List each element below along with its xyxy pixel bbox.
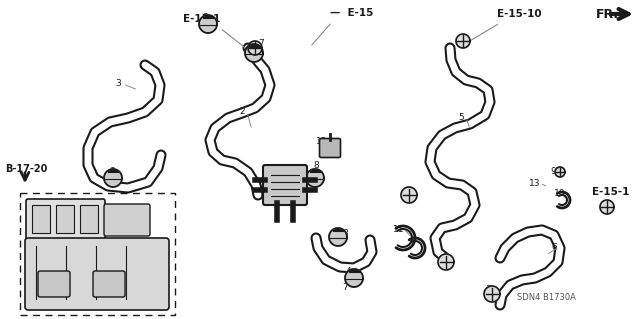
Text: 8: 8 xyxy=(109,167,115,176)
Polygon shape xyxy=(484,286,500,302)
Text: 8: 8 xyxy=(313,161,319,170)
Text: 7: 7 xyxy=(403,188,409,197)
Polygon shape xyxy=(600,200,614,214)
Text: 2: 2 xyxy=(239,108,245,116)
Polygon shape xyxy=(199,15,217,33)
Polygon shape xyxy=(456,34,470,48)
FancyBboxPatch shape xyxy=(263,165,307,205)
Bar xyxy=(32,205,50,233)
Text: 7: 7 xyxy=(258,39,264,48)
Polygon shape xyxy=(104,169,122,187)
FancyBboxPatch shape xyxy=(93,271,125,297)
Bar xyxy=(80,205,98,233)
Text: B-17-20: B-17-20 xyxy=(5,164,47,174)
Text: E-15-10: E-15-10 xyxy=(497,9,541,19)
Text: 9: 9 xyxy=(550,167,556,175)
Text: FR.: FR. xyxy=(596,8,619,21)
FancyBboxPatch shape xyxy=(25,238,169,310)
Polygon shape xyxy=(245,44,263,62)
Text: 3: 3 xyxy=(115,79,121,88)
Text: 8: 8 xyxy=(255,49,261,58)
Text: 4: 4 xyxy=(345,266,351,276)
Text: 11: 11 xyxy=(393,225,404,234)
Text: 8: 8 xyxy=(275,169,281,179)
Text: 13: 13 xyxy=(529,179,541,188)
Text: 5: 5 xyxy=(458,113,464,122)
Polygon shape xyxy=(345,269,363,287)
Text: E-15-1: E-15-1 xyxy=(592,187,629,197)
FancyBboxPatch shape xyxy=(319,138,340,158)
Polygon shape xyxy=(306,169,324,187)
Text: 7: 7 xyxy=(485,285,491,293)
Polygon shape xyxy=(401,187,417,203)
Polygon shape xyxy=(329,228,347,246)
FancyBboxPatch shape xyxy=(26,199,105,241)
Polygon shape xyxy=(555,167,565,177)
Text: 7: 7 xyxy=(603,204,609,213)
Polygon shape xyxy=(248,41,262,55)
Text: 10: 10 xyxy=(554,189,566,198)
Text: 6: 6 xyxy=(551,242,557,251)
Text: E-15-1: E-15-1 xyxy=(183,14,220,24)
Text: 1: 1 xyxy=(299,180,305,189)
FancyBboxPatch shape xyxy=(38,271,70,297)
Text: 7: 7 xyxy=(342,283,348,292)
Bar xyxy=(20,193,175,315)
Polygon shape xyxy=(438,254,454,270)
Text: 12: 12 xyxy=(316,137,328,146)
Text: 8: 8 xyxy=(351,277,357,286)
Polygon shape xyxy=(266,174,284,192)
Text: 8: 8 xyxy=(342,229,348,239)
Bar xyxy=(56,205,74,233)
Text: —  E-15: — E-15 xyxy=(330,8,373,18)
Text: SDN4 B1730A: SDN4 B1730A xyxy=(517,293,576,302)
Text: 8: 8 xyxy=(202,13,208,23)
FancyBboxPatch shape xyxy=(104,204,150,236)
Text: 7: 7 xyxy=(460,39,466,48)
